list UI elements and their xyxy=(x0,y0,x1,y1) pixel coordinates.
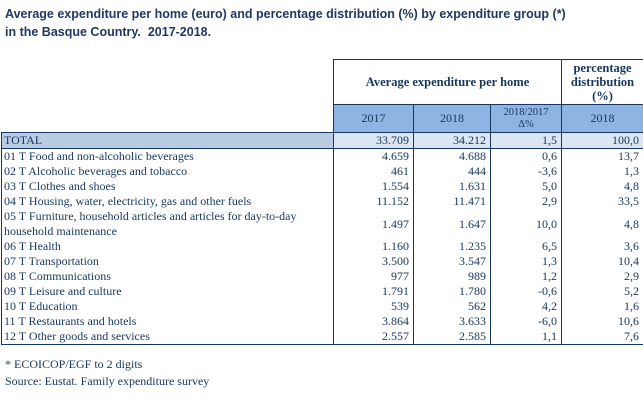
row-label: 10 T Education xyxy=(1,299,334,314)
row-label: 06 T Health xyxy=(1,239,334,254)
cell-value: -0,6 xyxy=(489,284,563,299)
cell-value: 5,2 xyxy=(561,284,643,299)
cell-value: 10,0 xyxy=(489,209,563,239)
table-group-header-row: Average expenditure per home percentage … xyxy=(1,59,643,105)
page-title-line2: in the Basque Country. 2017-2018. xyxy=(5,25,212,39)
cell-value: 1.497 xyxy=(333,209,414,239)
col-header-2017: 2017 xyxy=(333,104,414,133)
total-row: TOTAL 33.709 34.212 1,5 100,0 xyxy=(1,132,643,149)
row-label: 07 T Transportation xyxy=(1,254,334,269)
cell-value: 1.160 xyxy=(333,239,414,254)
table-subheader-row: 2017 2018 2018/2017 Δ% 2018 xyxy=(1,104,643,133)
cell-value: 3.500 xyxy=(333,254,414,269)
cell-value: 562 xyxy=(413,299,491,314)
col-header-2018: 2018 xyxy=(413,104,491,133)
cell-value: 11.471 xyxy=(413,194,491,209)
cell-value: 1,6 xyxy=(561,299,643,314)
cell-value: -3,6 xyxy=(489,164,563,179)
cell-value: 4,8 xyxy=(561,209,643,239)
cell-value: 3.633 xyxy=(413,314,491,329)
cell-value: 1,5 xyxy=(489,132,563,149)
cell-value: 33.709 xyxy=(333,132,414,149)
cell-value: -6,0 xyxy=(489,314,563,329)
table-row: 12 T Other goods and services 2.557 2.585 1… xyxy=(1,329,643,345)
table-row: 10 T Education 539 562 4,2 1,6 xyxy=(1,299,643,314)
cell-value: 10,6 xyxy=(561,314,643,329)
cell-value: 10,4 xyxy=(561,254,643,269)
cell-value: 2,9 xyxy=(561,269,643,284)
row-label: 05 T Furniture, household articles and a… xyxy=(1,209,334,239)
cell-value: 1,2 xyxy=(489,269,563,284)
table-row: 06 T Health 1.160 1.235 6,5 3,6 xyxy=(1,239,643,254)
table-row: 05 T Furniture, household articles and a… xyxy=(1,209,643,239)
cell-value: 3,6 xyxy=(561,239,643,254)
cell-value: 0,6 xyxy=(489,148,563,164)
row-label: 02 T Alcoholic beverages and tobacco xyxy=(1,164,334,179)
cell-value: 1.780 xyxy=(413,284,491,299)
cell-value: 1,3 xyxy=(489,254,563,269)
source-note: Source: Eustat. Family expenditure surve… xyxy=(5,374,210,388)
cell-value: 100,0 xyxy=(561,132,643,149)
cell-value: 977 xyxy=(333,269,414,284)
cell-value: 1,3 xyxy=(561,164,643,179)
cell-value: 461 xyxy=(333,164,414,179)
blank-corner-cell xyxy=(1,59,334,105)
cell-value: 5,0 xyxy=(489,179,563,194)
cell-value: 2.557 xyxy=(333,329,414,345)
cell-value: 4.688 xyxy=(413,148,491,164)
cell-value: 3.547 xyxy=(413,254,491,269)
table-row: 03 T Clothes and shoes 1.554 1.631 5,0 4,8 xyxy=(1,179,643,194)
page-title-line1: Average expenditure per home (euro) and … xyxy=(5,7,566,21)
table-row: 09 T Leisure and culture 1.791 1.780 -0,6 5,… xyxy=(1,284,643,299)
cell-value: 1.791 xyxy=(333,284,414,299)
table-row: 08 T Communications 977 989 1,2 2,9 xyxy=(1,269,643,284)
footnotes: * ECOICOP/EGF to 2 digits Source: Eustat… xyxy=(0,356,643,390)
cell-value: 444 xyxy=(413,164,491,179)
footnote-ecoicop: * ECOICOP/EGF to 2 digits xyxy=(5,357,143,371)
col-header-2018-percent: 2018 xyxy=(561,104,643,133)
cell-value: 1.554 xyxy=(333,179,414,194)
cell-value: 4,2 xyxy=(489,299,563,314)
row-label: 01 T Food and non-alcoholic beverages xyxy=(1,148,334,164)
cell-value: 4,8 xyxy=(561,179,643,194)
row-label: TOTAL xyxy=(1,132,334,149)
cell-value: 3.864 xyxy=(333,314,414,329)
row-label: 12 T Other goods and services xyxy=(1,329,334,345)
blank-corner-cell xyxy=(1,104,334,133)
cell-value: 13,7 xyxy=(561,148,643,164)
row-label: 08 T Communications xyxy=(1,269,334,284)
cell-value: 2.585 xyxy=(413,329,491,345)
table-row: 04 T Housing, water, electricity, gas an… xyxy=(1,194,643,209)
cell-value: 1,1 xyxy=(489,329,563,345)
cell-value: 539 xyxy=(333,299,414,314)
expenditure-table: Average expenditure per home percentage … xyxy=(1,59,643,345)
col-group-percentage-distribution: percentage distribution (%) xyxy=(561,59,643,105)
cell-value: 34.212 xyxy=(413,132,491,149)
row-label: 09 T Leisure and culture xyxy=(1,284,334,299)
cell-value: 1.631 xyxy=(413,179,491,194)
table-row: 02 T Alcoholic beverages and tobacco 461 4… xyxy=(1,164,643,179)
cell-value: 7,6 xyxy=(561,329,643,345)
cell-value: 11.152 xyxy=(333,194,414,209)
col-group-average-expenditure: Average expenditure per home xyxy=(332,59,563,105)
cell-value: 1.647 xyxy=(413,209,491,239)
col-header-delta-percent: 2018/2017 Δ% xyxy=(489,104,563,133)
cell-value: 2,9 xyxy=(489,194,563,209)
table-row: 01 T Food and non-alcoholic beverages 4.6… xyxy=(1,148,643,164)
cell-value: 1.235 xyxy=(413,239,491,254)
cell-value: 989 xyxy=(413,269,491,284)
cell-value: 33,5 xyxy=(561,194,643,209)
table-row: 11 T Restaurants and hotels 3.864 3.633 -6,… xyxy=(1,314,643,329)
row-label: 04 T Housing, water, electricity, gas an… xyxy=(1,194,334,209)
table-body: TOTAL 33.709 34.212 1,5 100,0 01 T Food and n… xyxy=(1,132,643,345)
cell-value: 6,5 xyxy=(489,239,563,254)
table-row: 07 T Transportation 3.500 3.547 1,3 10,4 xyxy=(1,254,643,269)
cell-value: 4.659 xyxy=(333,148,414,164)
row-label: 11 T Restaurants and hotels xyxy=(1,314,334,329)
row-label: 03 T Clothes and shoes xyxy=(1,179,334,194)
page-title: Average expenditure per home (euro) and … xyxy=(0,0,643,41)
